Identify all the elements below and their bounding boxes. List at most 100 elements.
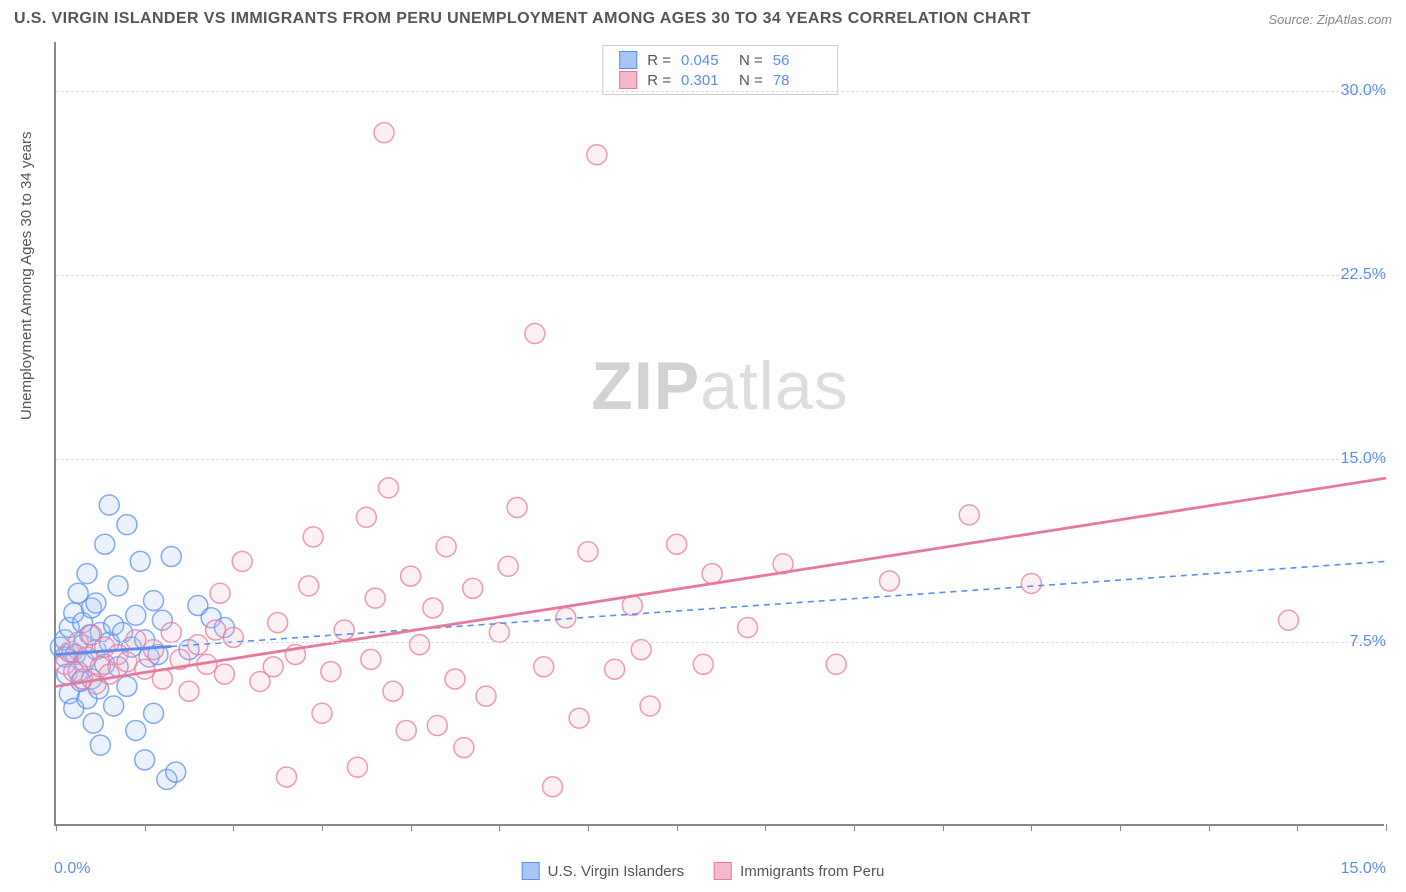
scatter-point-usvi: [99, 495, 119, 515]
trend-line: [56, 478, 1386, 686]
scatter-point-usvi: [77, 564, 97, 584]
x-max-label: 15.0%: [1341, 860, 1386, 878]
plot-svg: [56, 42, 1384, 824]
x-tick: [233, 824, 234, 831]
scatter-point-peru: [879, 571, 899, 591]
scatter-point-peru: [556, 608, 576, 628]
swatch-usvi: [619, 51, 637, 69]
scatter-point-peru: [640, 696, 660, 716]
n-value-peru: 78: [773, 72, 821, 89]
n-label: N =: [739, 72, 763, 89]
scatter-point-usvi: [108, 576, 128, 596]
gridline-h: [56, 459, 1384, 460]
scatter-point-usvi: [95, 534, 115, 554]
scatter-point-peru: [232, 551, 252, 571]
scatter-point-peru: [361, 649, 381, 669]
scatter-point-peru: [303, 527, 323, 547]
scatter-point-peru: [365, 588, 385, 608]
scatter-point-peru: [436, 537, 456, 557]
scatter-point-usvi: [83, 713, 103, 733]
n-label: N =: [739, 52, 763, 69]
x-tick: [1209, 824, 1210, 831]
legend-label-usvi: U.S. Virgin Islanders: [548, 863, 684, 880]
plot-area: ZIPatlas R = 0.045 N = 56 R = 0.301 N = …: [54, 42, 1384, 826]
scatter-point-peru: [223, 627, 243, 647]
scatter-point-peru: [210, 583, 230, 603]
scatter-point-peru: [423, 598, 443, 618]
x-tick: [854, 824, 855, 831]
swatch-peru: [619, 71, 637, 89]
legend-swatch-usvi: [522, 862, 540, 880]
scatter-point-peru: [578, 542, 598, 562]
r-value-peru: 0.301: [681, 72, 729, 89]
scatter-point-peru: [1021, 573, 1041, 593]
x-tick: [765, 824, 766, 831]
y-tick-label: 7.5%: [1350, 633, 1386, 651]
scatter-point-peru: [299, 576, 319, 596]
scatter-point-peru: [826, 654, 846, 674]
scatter-point-peru: [401, 566, 421, 586]
scatter-point-usvi: [166, 762, 186, 782]
scatter-point-peru: [489, 622, 509, 642]
scatter-point-peru: [569, 708, 589, 728]
x-tick: [1386, 824, 1387, 831]
gridline-h: [56, 642, 1384, 643]
x-tick: [56, 824, 57, 831]
x-tick: [677, 824, 678, 831]
stats-row-peru: R = 0.301 N = 78: [619, 70, 821, 90]
scatter-point-peru: [312, 703, 332, 723]
scatter-point-peru: [498, 556, 518, 576]
x-tick: [322, 824, 323, 831]
scatter-point-usvi: [117, 515, 137, 535]
scatter-point-peru: [693, 654, 713, 674]
scatter-point-peru: [410, 635, 430, 655]
source-label: Source: ZipAtlas.com: [1268, 12, 1392, 27]
gridline-h: [56, 275, 1384, 276]
scatter-point-peru: [476, 686, 496, 706]
scatter-point-usvi: [126, 720, 146, 740]
scatter-point-peru: [356, 507, 376, 527]
scatter-point-peru: [738, 618, 758, 638]
scatter-point-peru: [263, 657, 283, 677]
scatter-point-peru: [605, 659, 625, 679]
x-tick: [1297, 824, 1298, 831]
scatter-point-peru: [445, 669, 465, 689]
scatter-point-peru: [1278, 610, 1298, 630]
x-tick: [1120, 824, 1121, 831]
scatter-point-peru: [179, 681, 199, 701]
legend-item-peru: Immigrants from Peru: [714, 862, 884, 880]
x-tick: [943, 824, 944, 831]
r-value-usvi: 0.045: [681, 52, 729, 69]
correlation-chart: U.S. VIRGIN ISLANDER VS IMMIGRANTS FROM …: [0, 0, 1406, 892]
stats-box: R = 0.045 N = 56 R = 0.301 N = 78: [602, 45, 838, 95]
scatter-point-usvi: [135, 750, 155, 770]
scatter-point-usvi: [130, 551, 150, 571]
scatter-point-usvi: [144, 703, 164, 723]
y-tick-label: 22.5%: [1341, 266, 1386, 284]
scatter-point-peru: [543, 777, 563, 797]
scatter-point-peru: [379, 478, 399, 498]
scatter-point-peru: [135, 659, 155, 679]
scatter-point-peru: [507, 498, 527, 518]
chart-title: U.S. VIRGIN ISLANDER VS IMMIGRANTS FROM …: [14, 10, 1031, 28]
scatter-point-peru: [534, 657, 554, 677]
scatter-point-peru: [161, 622, 181, 642]
scatter-point-peru: [268, 613, 288, 633]
scatter-point-usvi: [104, 696, 124, 716]
legend-item-usvi: U.S. Virgin Islanders: [522, 862, 684, 880]
legend-label-peru: Immigrants from Peru: [740, 863, 884, 880]
scatter-point-peru: [667, 534, 687, 554]
scatter-point-usvi: [126, 605, 146, 625]
scatter-point-usvi: [86, 593, 106, 613]
legend-swatch-peru: [714, 862, 732, 880]
scatter-point-peru: [214, 664, 234, 684]
scatter-point-usvi: [117, 676, 137, 696]
scatter-point-peru: [321, 662, 341, 682]
scatter-point-peru: [454, 738, 474, 758]
scatter-point-usvi: [90, 735, 110, 755]
scatter-point-peru: [99, 664, 119, 684]
n-value-usvi: 56: [773, 52, 821, 69]
scatter-point-peru: [427, 716, 447, 736]
scatter-point-peru: [347, 757, 367, 777]
scatter-point-peru: [126, 630, 146, 650]
